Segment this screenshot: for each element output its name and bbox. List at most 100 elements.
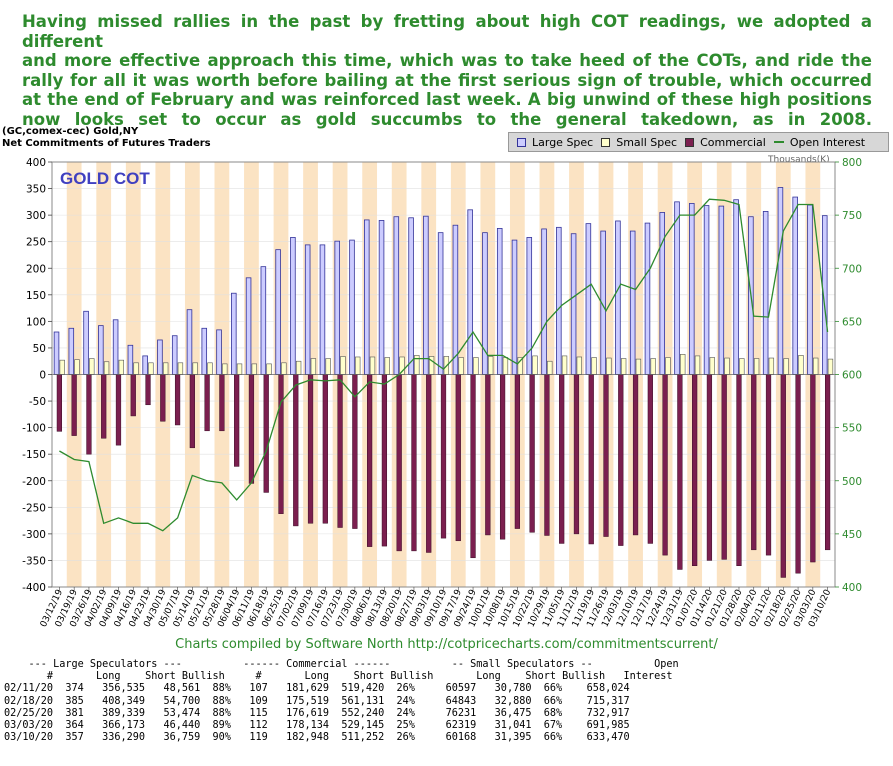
commercial-bar [101,374,107,439]
commercial-bar [721,374,727,560]
small-spec-bar [74,359,80,375]
large-spec-bar [807,204,813,375]
y2-tick-label: 550 [842,423,862,435]
commercial-bar [56,374,63,432]
small-spec-bar [813,357,819,375]
y2-tick-label: 750 [842,210,862,222]
headline-commentary: Having missed rallies in the past by fre… [22,12,872,129]
commercial-bar [632,374,639,536]
small-spec-bar [310,358,317,375]
large-spec-bar [762,211,769,375]
commercial-bar [204,374,210,432]
commercial-bar [559,374,565,544]
large-spec-bar [275,249,281,375]
commercial-bar [529,374,535,533]
large-spec-bar [703,205,710,375]
legend-open-interest-label: Open Interest [789,135,866,149]
large-spec-bar [777,187,784,375]
y2-tick-label: 450 [842,529,862,541]
y2-tick-label: 600 [842,370,862,382]
large-spec-bar [231,292,237,375]
large-spec-bar [349,239,355,375]
small-spec-bar [384,357,390,375]
y-tick-label: -400 [22,582,46,594]
small-spec-bar [133,362,139,375]
small-spec-bar [502,357,509,375]
large-spec-bar [127,344,134,375]
small-spec-bar [547,360,553,375]
legend-open-interest: Open Interest [773,135,866,149]
commercial-bar [130,374,136,417]
large-spec-bar [171,335,178,375]
y-tick-label: -200 [22,476,46,488]
small-spec-bar [281,362,287,375]
large-spec-bar [142,355,148,375]
commercial-bar [160,374,166,422]
large-spec-bar [378,220,385,375]
y-tick-label: 400 [26,157,46,169]
table-header-columns: # Long Short Bullish # Long Short Bullis… [4,671,673,683]
small-spec-bar [369,356,376,375]
commercial-bar [485,374,491,536]
large-spec-bar [718,205,725,375]
commercial-bar [544,374,550,536]
legend-small-spec: Small Spec [601,136,677,149]
commercial-bar [322,374,328,524]
small-spec-bar [827,358,834,375]
large-spec-bar [112,319,119,375]
large-spec-bar [659,212,666,375]
commercial-bar [381,374,388,547]
headline-line: rally for all it was worth before bailin… [22,70,872,90]
commercial-bar [307,374,314,524]
commercial-bar [411,374,417,552]
y2-tick-label: 400 [842,582,862,594]
commercial-bar [293,374,299,527]
y-tick-label: -100 [22,423,46,435]
chart-title: (GC,comex-cec) Gold,NY Net Commitments o… [2,126,211,150]
large-spec-bar [157,339,163,375]
small-spec-bar [709,357,715,375]
large-spec-bar [570,233,577,375]
commercial-bar [234,374,240,467]
y-tick-label: 350 [26,184,46,196]
large-spec-bar [467,209,473,375]
y-tick-label: 100 [26,316,46,328]
commercial-bar [780,374,786,578]
large-spec-bar [334,240,340,375]
large-spec-bar [53,331,60,375]
chart-legend: Large Spec Small Spec Commercial Open In… [508,132,889,152]
y-tick-label: -300 [22,529,46,541]
small-spec-bar [724,357,730,375]
legend-open-interest-line [773,141,784,143]
headline-line: and more effective approach this time, w… [22,51,872,70]
commercial-bar [573,374,580,535]
commercial-bar [396,374,402,552]
legend-large-spec-label: Large Spec [532,135,594,149]
small-spec-bar [783,358,789,375]
commercial-bar [219,374,225,432]
large-spec-bar [245,277,252,375]
large-spec-bar [98,325,104,375]
positions-table: --- Large Speculators --- ------ Commerc… [4,659,679,744]
commercial-bar [426,374,432,553]
headline-line: Having missed rallies in the past by fre… [22,12,872,51]
small-spec-bar [59,359,65,375]
table-row: 02/18/20 385 408,349 54,700 88% 109 175,… [4,695,630,707]
table-row: 02/25/20 381 389,339 53,474 88% 115 176,… [4,707,630,719]
large-spec-bar [68,327,75,375]
commercial-bar [455,374,461,542]
legend-large-spec-swatch [517,137,526,147]
small-spec-bar [753,358,760,375]
large-spec-bar [319,244,326,375]
commercial-bar [145,374,151,406]
commercial-bar [337,374,343,528]
small-spec-bar [340,356,346,375]
y-tick-label: 200 [26,263,46,275]
small-spec-bar [103,361,110,375]
gold-cot-label: GOLD COT [60,169,150,188]
commercial-bar [824,374,831,551]
small-spec-bar [798,355,804,375]
small-spec-bar [266,363,272,375]
commercial-bar [86,374,92,455]
large-spec-bar [615,220,621,375]
